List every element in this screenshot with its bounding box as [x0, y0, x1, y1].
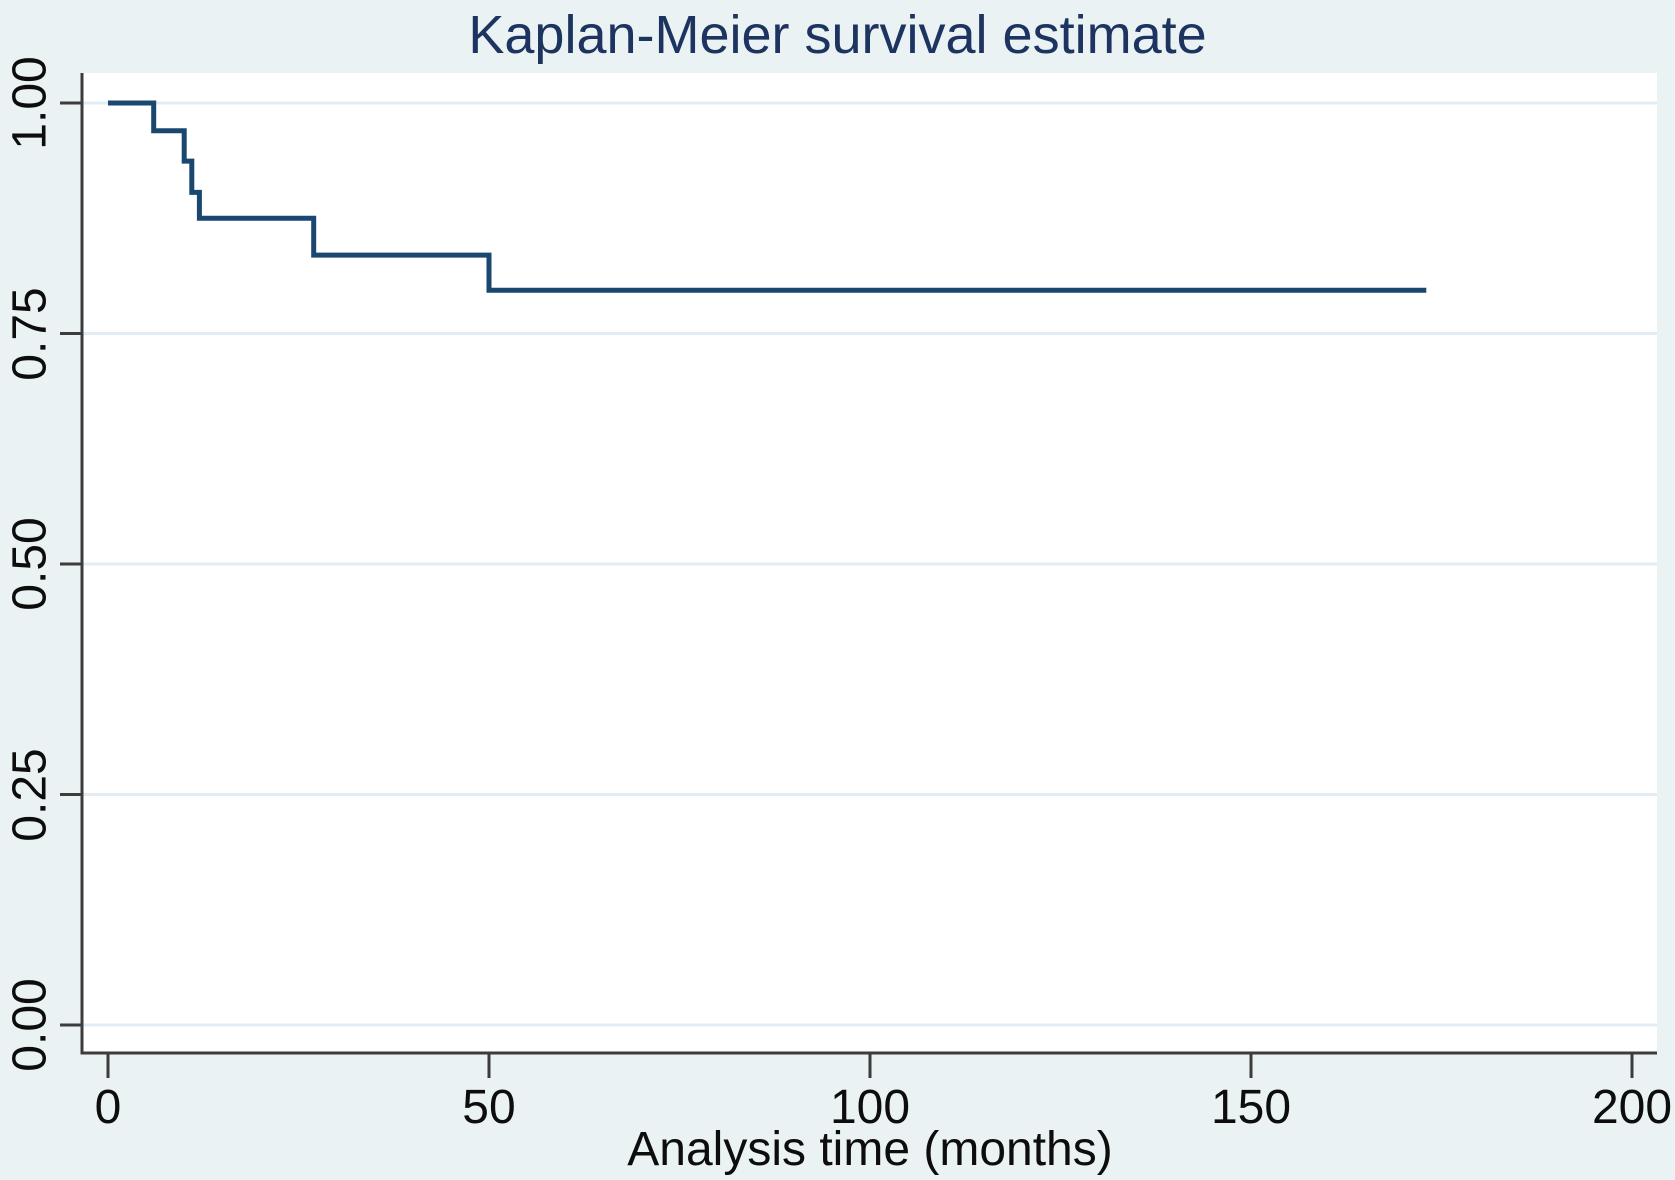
- x-tick-label: 100: [829, 1081, 911, 1134]
- survival-curve: [108, 100, 1427, 293]
- x-tick-label: 200: [1591, 1081, 1673, 1134]
- x-axis-title: Analysis time (months): [627, 1123, 1113, 1176]
- x-tick-label: 50: [462, 1081, 516, 1134]
- x-tick-label: 150: [1210, 1081, 1292, 1134]
- y-tick-label: 0.25: [3, 747, 57, 842]
- y-tick-label: 0.50: [3, 517, 57, 611]
- y-tick-label: 0.75: [3, 286, 57, 381]
- x-tick-label: 0: [94, 1081, 122, 1134]
- y-tick-label: 1.00: [3, 56, 57, 150]
- y-tick-label: 0.00: [3, 978, 57, 1072]
- chart-title: Kaplan-Meier survival estimate: [468, 5, 1207, 65]
